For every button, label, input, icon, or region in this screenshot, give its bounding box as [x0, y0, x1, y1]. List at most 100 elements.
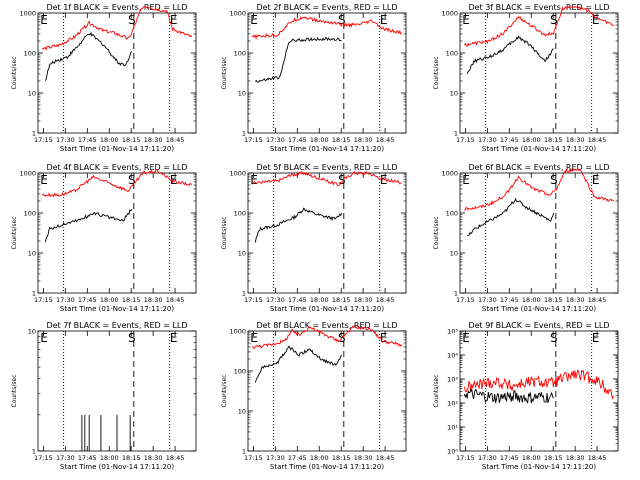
x-tick-label: 17:45 [500, 454, 519, 462]
y-axis-label: Counts/sec [221, 374, 228, 407]
panel-title: Det 4f BLACK = Events, RED = LLD [46, 163, 187, 172]
x-tick-label: 18:45 [166, 454, 185, 462]
y-tick-label: 1 [454, 290, 458, 298]
event-marker-label: E [380, 13, 388, 27]
y-tick-label: 10⁴ [447, 352, 458, 360]
x-tick-label: 18:30 [354, 454, 373, 462]
y-axis-label: Counts/sec [11, 56, 18, 89]
y-axis-label: Counts/sec [11, 216, 18, 249]
events-series-line [254, 36, 342, 83]
y-tick-label: 10 [28, 250, 36, 258]
x-tick-label: 17:45 [288, 454, 307, 462]
event-marker-label: E [40, 13, 48, 27]
y-tick-label: 10 [28, 328, 36, 336]
lld-series-line [251, 325, 402, 349]
x-tick-label: 18:15 [332, 296, 351, 304]
x-tick-label: 17:30 [56, 296, 75, 304]
plot-frame [459, 12, 619, 134]
y-tick-label: 100 [24, 210, 36, 218]
panel-det-3: Det 3f BLACK = Events, RED = LLD 1 10 100 10… [433, 3, 619, 153]
y-tick-label: 10¹ [447, 424, 458, 432]
y-tick-label: 1 [242, 130, 246, 138]
y-tick-label: 1000 [19, 10, 36, 18]
x-tick-label: 18:00 [100, 296, 119, 304]
plot-frame [247, 12, 407, 134]
panel-det-8: Det 8f BLACK = Events, RED = LLD 1 10 100 10… [221, 321, 407, 471]
y-axis-label: Counts/sec [433, 374, 440, 407]
y-tick-label: 1000 [229, 328, 246, 336]
x-tick-label: 17:30 [266, 454, 285, 462]
events-series-line [44, 31, 133, 81]
y-tick-label: 10⁰ [447, 448, 458, 456]
panel-det-7: Det 7f BLACK = Events, RED = LLD 1 10 17:15… [11, 321, 197, 471]
x-tick-label: 17:15 [244, 136, 263, 144]
events-series-line [254, 345, 342, 383]
x-axis-label: Start Time (01-Nov-14 17:11:20) [482, 463, 596, 471]
event-marker-label: E [462, 13, 470, 27]
y-tick-label: 10 [238, 90, 246, 98]
x-tick-label: 17:45 [288, 136, 307, 144]
panel-title: Det 2f BLACK = Events, RED = LLD [256, 3, 397, 12]
y-axis-label: Counts/sec [11, 374, 18, 407]
x-tick-label: 18:45 [588, 454, 607, 462]
x-tick-label: 18:45 [588, 136, 607, 144]
x-tick-label: 18:15 [122, 296, 141, 304]
x-axis-label: Start Time (01-Nov-14 17:11:20) [270, 463, 384, 471]
x-tick-label: 17:30 [266, 136, 285, 144]
lld-series-line [464, 167, 614, 211]
y-tick-label: 100 [234, 368, 246, 376]
panel-det-1: Det 1f BLACK = Events, RED = LLD 1 10 100 10… [11, 3, 197, 153]
x-tick-label: 18:15 [544, 136, 563, 144]
panel-title: Det 1f BLACK = Events, RED = LLD [46, 3, 187, 12]
x-tick-label: 18:30 [144, 296, 163, 304]
x-tick-label: 18:45 [376, 296, 395, 304]
x-tick-label: 18:15 [332, 454, 351, 462]
panel-title: Det 3f BLACK = Events, RED = LLD [468, 3, 609, 12]
x-tick-label: 18:00 [100, 454, 119, 462]
event-marker-label: E [462, 173, 470, 187]
y-tick-label: 1 [32, 448, 36, 456]
x-tick-label: 18:30 [566, 454, 585, 462]
x-axis-label: Start Time (01-Nov-14 17:11:20) [60, 145, 174, 153]
panel-title: Det 6f BLACK = Events, RED = LLD [468, 163, 609, 172]
event-marker-label: E [380, 173, 388, 187]
x-axis-label: Start Time (01-Nov-14 17:11:20) [270, 145, 384, 153]
panel-det-2: Det 2f BLACK = Events, RED = LLD 1 10 100 10… [221, 3, 407, 153]
x-tick-label: 17:15 [34, 136, 53, 144]
event-marker-label: S [550, 13, 558, 27]
x-tick-label: 17:30 [56, 136, 75, 144]
event-marker-label: E [592, 13, 600, 27]
events-series-line [254, 207, 343, 243]
plot-frame [247, 172, 407, 294]
x-tick-label: 18:30 [144, 136, 163, 144]
events-series-line [463, 388, 554, 404]
y-axis-label: Counts/sec [433, 56, 440, 89]
y-tick-label: 1 [32, 290, 36, 298]
events-series-line [466, 35, 554, 74]
event-marker-label: S [550, 331, 558, 345]
x-tick-label: 17:30 [266, 296, 285, 304]
x-tick-label: 18:15 [122, 136, 141, 144]
y-tick-label: 1000 [229, 170, 246, 178]
x-tick-label: 18:45 [376, 454, 395, 462]
x-tick-label: 18:00 [310, 296, 329, 304]
x-tick-label: 18:00 [522, 296, 541, 304]
y-axis-label: Counts/sec [221, 56, 228, 89]
x-axis-label: Start Time (01-Nov-14 17:11:20) [60, 463, 174, 471]
x-tick-label: 18:00 [522, 454, 541, 462]
x-tick-label: 17:30 [56, 454, 75, 462]
x-tick-label: 17:45 [78, 296, 97, 304]
panel-title: Det 7f BLACK = Events, RED = LLD [46, 321, 187, 330]
event-marker-label: E [462, 331, 470, 345]
event-marker-label: S [550, 173, 558, 187]
lld-series-line [42, 169, 192, 198]
y-tick-label: 10 [450, 250, 458, 258]
events-series-line [467, 197, 555, 237]
x-tick-label: 17:45 [78, 454, 97, 462]
plot-frame [37, 12, 197, 134]
x-tick-label: 18:00 [310, 454, 329, 462]
x-tick-label: 17:15 [456, 296, 475, 304]
y-tick-label: 1 [242, 448, 246, 456]
y-tick-label: 10² [447, 400, 458, 408]
